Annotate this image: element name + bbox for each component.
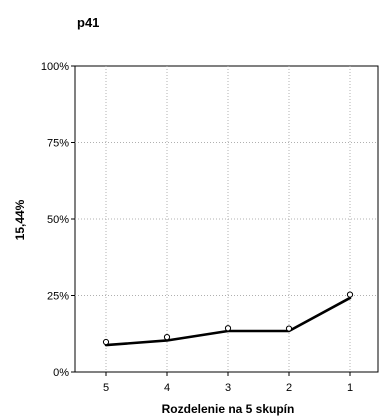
series-layer xyxy=(102,291,354,347)
y-tick-label-25: 25% xyxy=(47,291,69,303)
data-point-5 xyxy=(102,338,110,346)
data-point-2 xyxy=(285,325,293,332)
x-axis: 5 4 3 2 1 xyxy=(103,372,353,394)
data-point-4 xyxy=(163,334,171,341)
chart-title: p41 xyxy=(77,15,99,30)
y-tick-label-75: 75% xyxy=(47,138,69,150)
x-tick-label-3: 3 xyxy=(225,382,231,394)
data-point-3 xyxy=(224,325,232,332)
x-tick-label-2: 2 xyxy=(286,382,292,394)
x-tick-label-1: 1 xyxy=(347,382,353,394)
y-tick-label-0: 0% xyxy=(53,367,69,379)
grid-lines xyxy=(75,66,378,372)
data-point-1 xyxy=(346,291,354,298)
x-tick-label-5: 5 xyxy=(103,382,109,394)
plot-area: 0% 25% 50% 75% 100% 5 4 3 2 1 xyxy=(41,61,379,394)
x-axis-title: Rozdelenie na 5 skupín xyxy=(162,402,295,416)
y-tick-label-50: 50% xyxy=(47,214,69,226)
x-tick-label-4: 4 xyxy=(164,382,170,394)
y-axis: 0% 25% 50% 75% 100% xyxy=(41,61,75,379)
y-axis-title: 15,44% xyxy=(13,199,27,240)
y-tick-label-100: 100% xyxy=(41,61,69,73)
